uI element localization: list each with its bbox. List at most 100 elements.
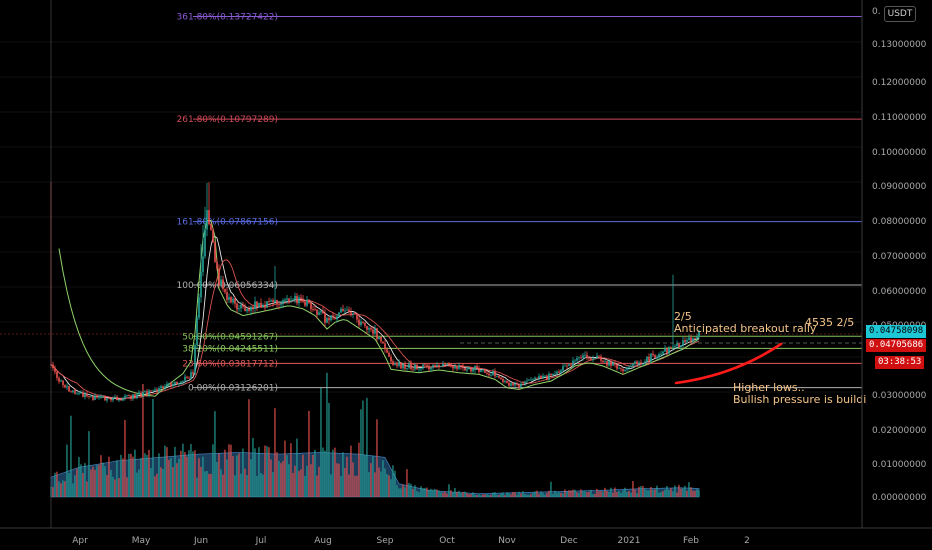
volume-bar bbox=[336, 463, 338, 497]
candle-body bbox=[182, 380, 184, 382]
candle-body bbox=[294, 295, 296, 300]
volume-bar bbox=[686, 490, 688, 497]
candle-body bbox=[630, 365, 632, 368]
volume-bar bbox=[152, 398, 154, 497]
volume-bar bbox=[372, 455, 374, 497]
candle-body bbox=[356, 314, 358, 320]
volume-bar bbox=[610, 487, 612, 497]
volume-bar bbox=[368, 472, 370, 497]
volume-bar bbox=[86, 481, 88, 497]
candle-body bbox=[516, 383, 518, 385]
volume-bar bbox=[516, 494, 518, 497]
candle-body bbox=[426, 365, 428, 366]
volume-bar bbox=[252, 437, 254, 497]
volume-bar bbox=[580, 489, 582, 497]
volume-bar bbox=[460, 492, 462, 497]
candle-body bbox=[236, 303, 238, 310]
candle-body bbox=[496, 376, 498, 377]
volume-bar bbox=[236, 455, 238, 497]
candle-body bbox=[258, 302, 260, 308]
volume-bar bbox=[342, 452, 344, 497]
volume-bar bbox=[240, 473, 242, 497]
candle-body bbox=[450, 364, 452, 367]
candle-body bbox=[316, 309, 318, 315]
volume-bar bbox=[266, 446, 268, 497]
candle-body bbox=[366, 325, 368, 330]
volume-bar bbox=[78, 456, 80, 497]
volume-bar bbox=[82, 473, 84, 497]
candle-body bbox=[192, 372, 194, 374]
candle-body bbox=[264, 305, 266, 308]
fib-level-label: 0.00%(0.03126201) bbox=[188, 384, 278, 394]
volume-bar bbox=[112, 476, 114, 497]
candle-body bbox=[666, 347, 668, 354]
candle-body bbox=[266, 301, 268, 308]
volume-bars bbox=[50, 372, 700, 498]
candle-body bbox=[320, 311, 322, 313]
candle-body bbox=[552, 373, 554, 376]
volume-bar bbox=[208, 473, 210, 497]
candle-body bbox=[206, 210, 208, 230]
candle-body bbox=[148, 390, 150, 396]
volume-bar bbox=[292, 472, 294, 497]
volume-bar bbox=[426, 487, 428, 497]
candle-body bbox=[442, 363, 444, 366]
candle-body bbox=[602, 360, 604, 363]
candle-body bbox=[382, 341, 384, 344]
volume-bar bbox=[144, 453, 146, 497]
volume-bar bbox=[524, 494, 526, 497]
candle-body bbox=[358, 319, 360, 325]
candle-body bbox=[456, 366, 458, 369]
volume-bar bbox=[280, 463, 282, 497]
candle-body bbox=[298, 297, 300, 304]
currency-button[interactable]: USDT bbox=[884, 6, 916, 22]
volume-bar bbox=[206, 470, 208, 497]
candlesticks bbox=[50, 0, 700, 528]
volume-bar bbox=[494, 492, 496, 497]
candle-body bbox=[466, 369, 468, 371]
candle-body bbox=[544, 375, 546, 377]
volume-bar bbox=[424, 487, 426, 497]
volume-bar bbox=[698, 490, 700, 497]
breakout-note: Anticipated breakout rally bbox=[674, 322, 817, 335]
volume-bar bbox=[120, 454, 122, 497]
volume-bar bbox=[68, 473, 70, 497]
higher-lows-note: Higher lows.. bbox=[733, 381, 805, 394]
candle-body bbox=[580, 357, 582, 359]
volume-bar bbox=[322, 447, 324, 497]
volume-bar bbox=[360, 409, 362, 497]
volume-bar bbox=[418, 492, 420, 497]
volume-bar bbox=[586, 492, 588, 497]
volume-bar bbox=[94, 469, 96, 497]
candle-body bbox=[474, 366, 476, 370]
volume-bar bbox=[646, 490, 648, 497]
candle-body bbox=[124, 395, 126, 399]
volume-bar bbox=[436, 489, 438, 497]
volume-bar bbox=[514, 492, 516, 497]
volume-bar bbox=[510, 494, 512, 497]
volume-bar bbox=[210, 473, 212, 497]
candle-body bbox=[288, 298, 290, 302]
price-scale[interactable]: 0.13000000 0.12000000 0.11000000 0.10000000… bbox=[872, 7, 927, 503]
time-scale[interactable]: Apr May Jun Jul Aug Sep Oct Nov Dec 2021 Feb 2 bbox=[72, 536, 750, 546]
fibonacci-extension[interactable]: 361.80%(0.13727422) 261.80%(0.10797289) 16… bbox=[177, 13, 862, 394]
candle-body bbox=[680, 345, 682, 347]
volume-bar bbox=[72, 483, 74, 497]
candle-body bbox=[204, 229, 206, 257]
volume-bar bbox=[640, 486, 642, 497]
candle-body bbox=[508, 382, 510, 386]
volume-bar bbox=[382, 460, 384, 497]
candle-body bbox=[572, 360, 574, 366]
candle-body bbox=[412, 368, 414, 370]
time-scale-label: Dec bbox=[560, 536, 577, 546]
candle-body bbox=[526, 380, 528, 382]
candle-body bbox=[588, 357, 590, 359]
candle-body bbox=[476, 366, 478, 369]
volume-bar bbox=[502, 492, 504, 497]
candle-body bbox=[218, 268, 220, 286]
volume-bar bbox=[568, 490, 570, 497]
candle-body bbox=[642, 363, 644, 365]
volume-bar bbox=[116, 460, 118, 497]
